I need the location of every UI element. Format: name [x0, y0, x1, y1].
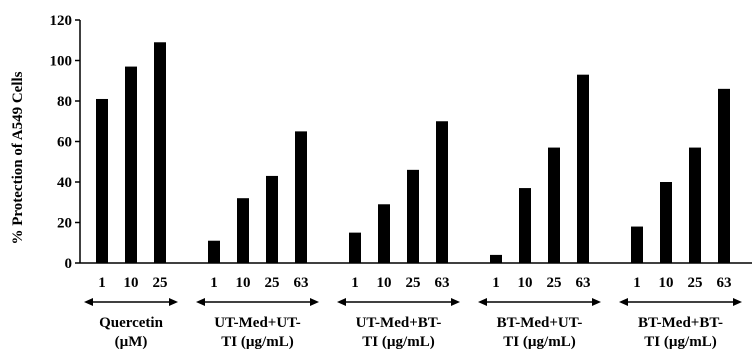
bar [295, 131, 307, 263]
bar [577, 74, 589, 263]
bar [154, 42, 166, 264]
y-axis: 0 20 40 60 80 100 120 [50, 13, 81, 272]
arrow-right-icon [169, 298, 178, 306]
arrow-left-icon [619, 298, 628, 306]
y-tick-label: 60 [57, 135, 72, 151]
x-category-label: 1 [492, 275, 500, 291]
x-category-label: 25 [688, 275, 703, 291]
bar [689, 147, 701, 263]
group-label: BT-Med+BT- [638, 315, 723, 331]
bar [548, 147, 560, 263]
group-label: BT-Med+UT- [497, 315, 583, 331]
group-axis: Quercetin (µM) UT-Med+UT- TI (µg/mL) UT-Med+… [84, 298, 742, 350]
group-label: TI (µg/mL) [221, 334, 293, 350]
x-category-label: 25 [406, 275, 421, 291]
group-label: TI (µg/mL) [362, 334, 434, 350]
x-category-label: 1 [633, 275, 641, 291]
bars [96, 42, 730, 264]
bar [378, 204, 390, 263]
group-label: (µM) [115, 334, 148, 350]
arrow-left-icon [84, 298, 93, 306]
x-category-label: 63 [717, 275, 732, 291]
arrow-left-icon [337, 298, 346, 306]
arrow-right-icon [592, 298, 601, 306]
x-axis: 1 10 25 1 10 25 63 1 10 25 63 1 10 25 63 1 10 25 63 [80, 262, 752, 291]
y-axis-label: % Protection of A549 Cells [10, 71, 26, 244]
arrow-left-icon [478, 298, 487, 306]
bar [660, 182, 672, 263]
x-category-label: 25 [547, 275, 562, 291]
bar [631, 226, 643, 263]
arrow-right-icon [310, 298, 319, 306]
x-category-label: 10 [236, 275, 251, 291]
bar [519, 188, 531, 263]
x-category-label: 10 [124, 275, 139, 291]
y-tick-label: 100 [50, 54, 73, 70]
group-label: UT-Med+BT- [356, 315, 442, 331]
x-category-label: 25 [153, 275, 168, 291]
y-tick-label: 0 [65, 256, 73, 272]
x-category-label: 63 [435, 275, 450, 291]
x-category-label: 10 [518, 275, 533, 291]
y-tick-label: 80 [57, 94, 72, 110]
group-label: Quercetin [99, 315, 164, 331]
arrow-left-icon [196, 298, 205, 306]
arrow-right-icon [733, 298, 742, 306]
arrow-right-icon [451, 298, 460, 306]
group-label: TI (µg/mL) [644, 334, 716, 350]
group-label: TI (µg/mL) [503, 334, 575, 350]
bar [237, 198, 249, 263]
y-tick-label: 40 [57, 175, 72, 191]
x-category-label: 1 [351, 275, 359, 291]
bar [490, 254, 502, 263]
y-tick-label: 120 [50, 13, 73, 29]
x-category-label: 1 [210, 275, 218, 291]
x-category-label: 10 [377, 275, 392, 291]
bar [266, 175, 278, 263]
bar [125, 66, 137, 263]
x-category-label: 10 [659, 275, 674, 291]
bar [349, 232, 361, 263]
x-category-label: 1 [98, 275, 106, 291]
bar [96, 98, 108, 263]
x-category-label: 63 [294, 275, 309, 291]
bar [208, 240, 220, 263]
x-category-label: 25 [265, 275, 280, 291]
group-label: UT-Med+UT- [214, 315, 301, 331]
y-tick-label: 20 [57, 216, 72, 232]
bar [718, 88, 730, 263]
x-category-label: 63 [576, 275, 591, 291]
bar [436, 121, 448, 263]
bar [407, 169, 419, 263]
